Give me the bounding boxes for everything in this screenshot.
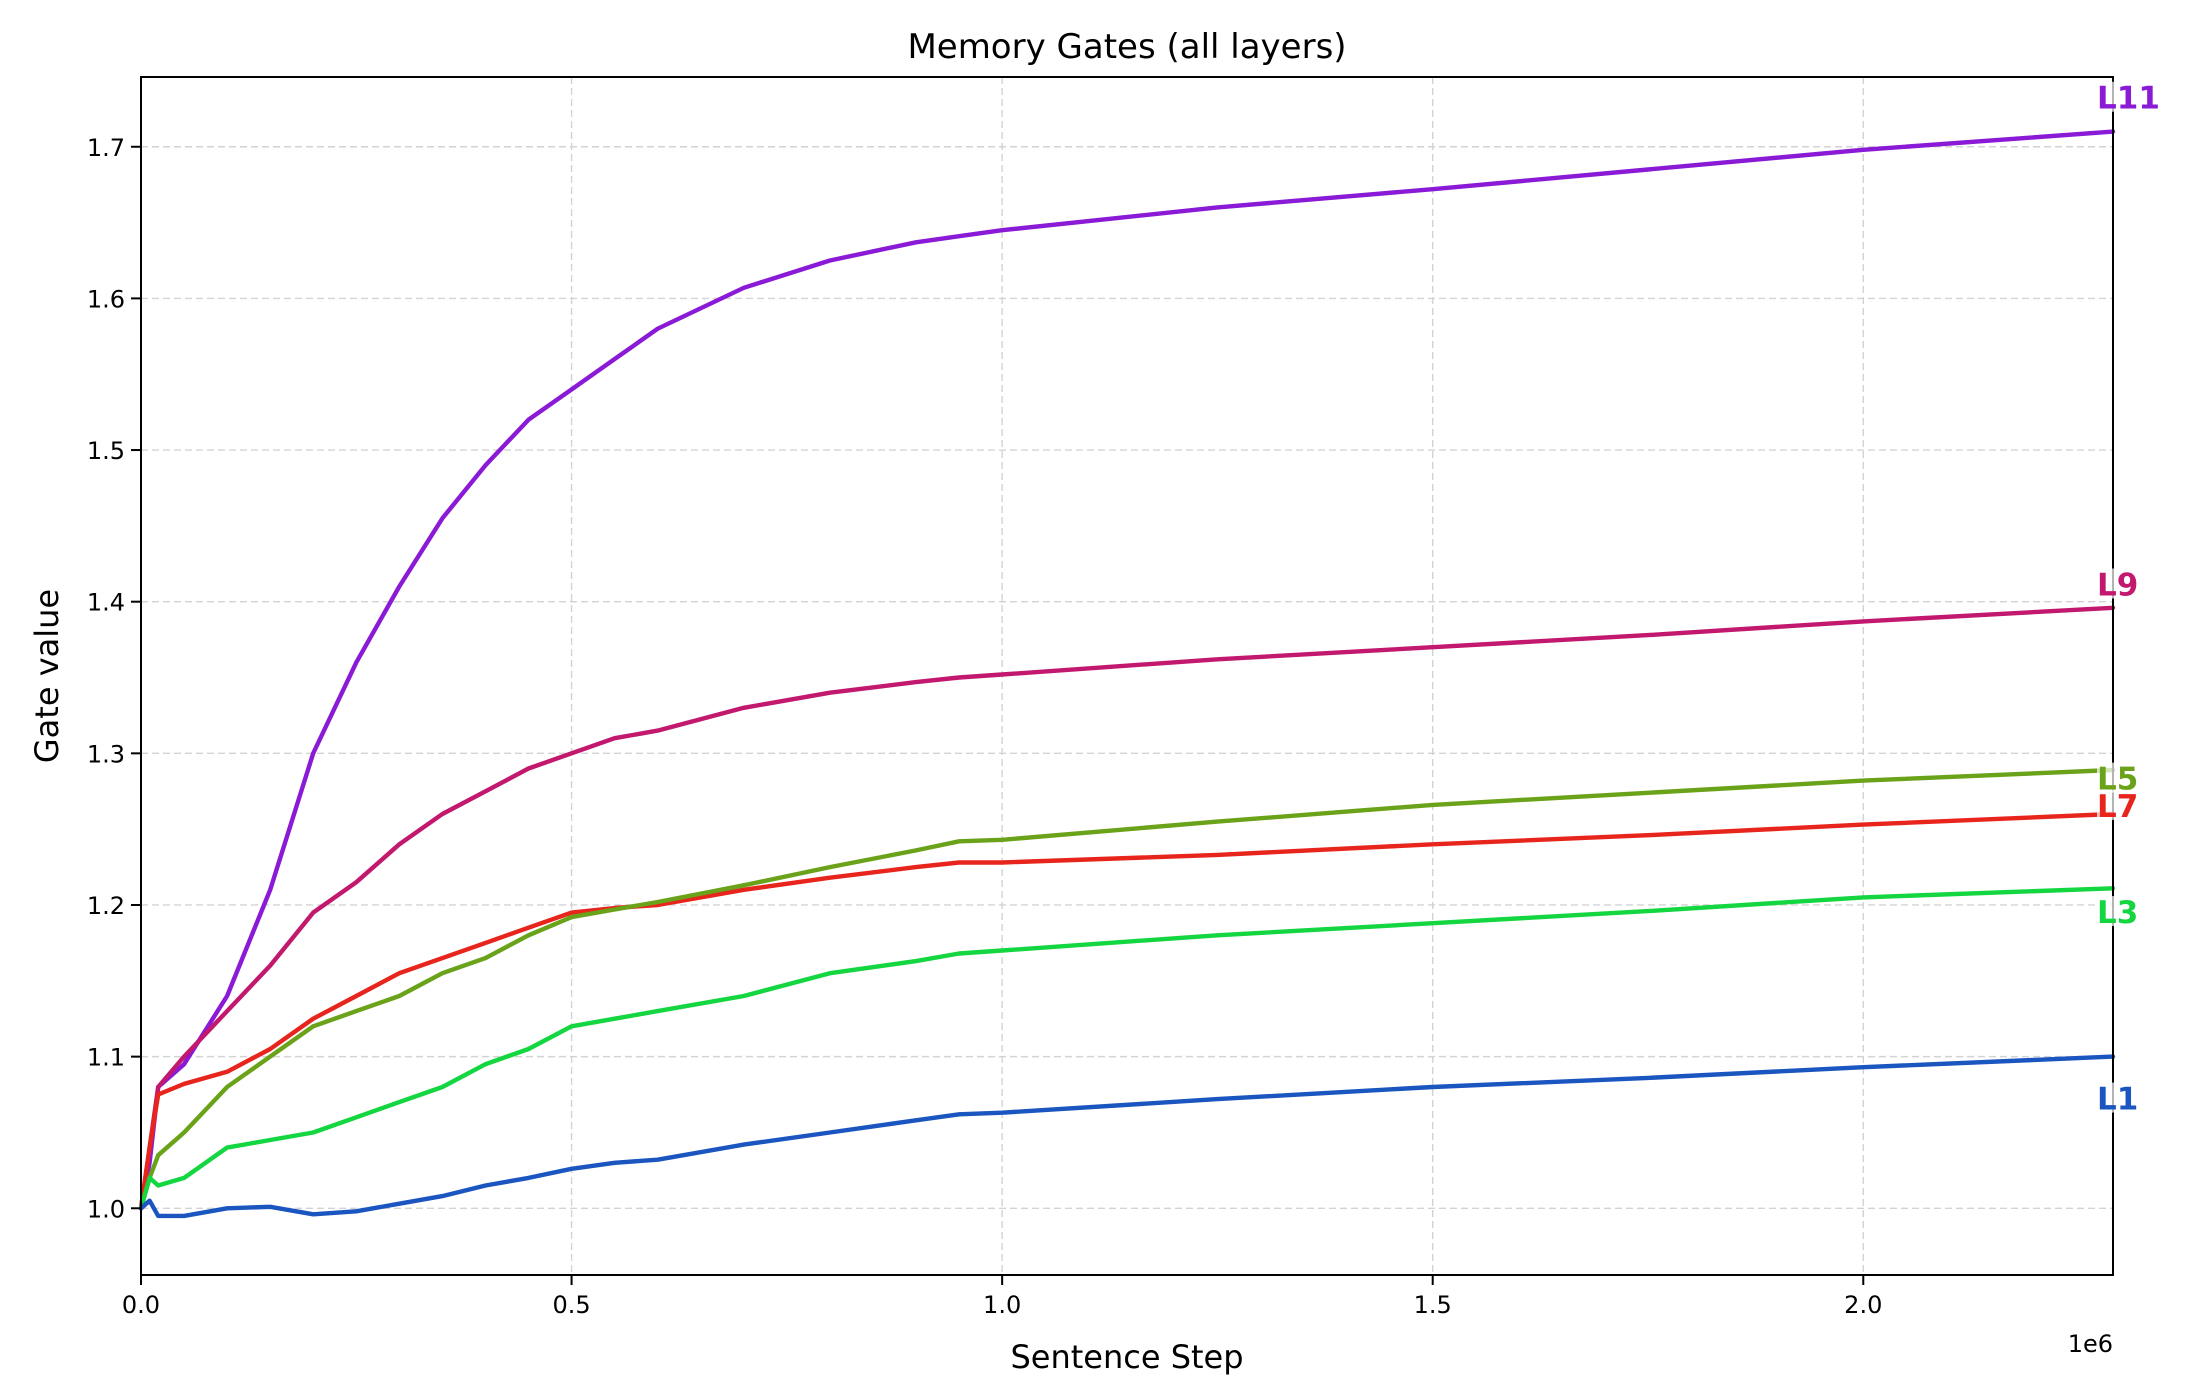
y-tick-label: 1.7 bbox=[87, 134, 125, 162]
x-tick-label: 0.0 bbox=[122, 1291, 160, 1319]
y-tick-label: 1.0 bbox=[87, 1195, 125, 1223]
y-tick-label: 1.2 bbox=[87, 892, 125, 920]
series-line-l1 bbox=[138, 1054, 2116, 1219]
y-tick-label: 1.1 bbox=[87, 1044, 125, 1072]
label-background bbox=[2097, 81, 2176, 112]
series-label-l7: L7 bbox=[2097, 789, 2138, 825]
series-label-l3: L3 bbox=[2097, 895, 2138, 931]
y-tick-label: 1.3 bbox=[87, 740, 125, 768]
x-tick-label: 1.5 bbox=[1414, 1291, 1452, 1319]
series-label-l1: L1 bbox=[2097, 1082, 2138, 1118]
y-tick-label: 1.5 bbox=[87, 437, 125, 465]
x-axis-label: Sentence Step bbox=[1010, 1338, 1243, 1376]
series-lines bbox=[138, 129, 2116, 1219]
y-axis-ticks: 1.0 1.1 1.2 1.3 1.4 1.5 1.6 1.7 bbox=[87, 134, 141, 1223]
series-line-l9 bbox=[138, 605, 2116, 1211]
series-line-l7 bbox=[138, 811, 2116, 1211]
x-tick-label: 2.0 bbox=[1844, 1291, 1882, 1319]
label-background bbox=[2097, 762, 2155, 793]
label-background bbox=[2097, 568, 2155, 599]
plot-frame bbox=[140, 76, 2114, 1276]
grid-lines bbox=[140, 77, 2113, 1275]
y-tick-label: 1.4 bbox=[87, 589, 125, 617]
y-tick-label: 1.6 bbox=[87, 285, 125, 313]
label-background bbox=[2097, 1082, 2155, 1113]
label-background bbox=[2097, 896, 2155, 927]
x-axis-offset-label: 1e6 bbox=[2068, 1330, 2113, 1358]
series-line-l5 bbox=[138, 767, 2116, 1211]
series-label-l9: L9 bbox=[2097, 567, 2138, 603]
label-background bbox=[2097, 789, 2155, 820]
series-line-l3 bbox=[138, 886, 2116, 1211]
series-line-l11 bbox=[138, 129, 2116, 1211]
x-tick-label: 0.5 bbox=[552, 1291, 590, 1319]
series-label-l11: L11 bbox=[2097, 81, 2160, 117]
y-axis-label: Gate value bbox=[28, 589, 66, 763]
chart-title: Memory Gates (all layers) bbox=[907, 27, 1346, 67]
x-axis-ticks: 0.0 0.5 1.0 1.5 2.0 bbox=[122, 1275, 1882, 1319]
x-tick-label: 1.0 bbox=[983, 1291, 1021, 1319]
